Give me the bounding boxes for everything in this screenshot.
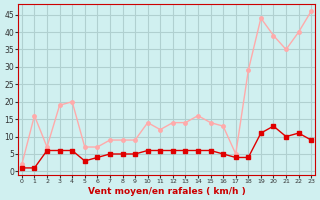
X-axis label: Vent moyen/en rafales ( km/h ): Vent moyen/en rafales ( km/h ) [88, 187, 245, 196]
